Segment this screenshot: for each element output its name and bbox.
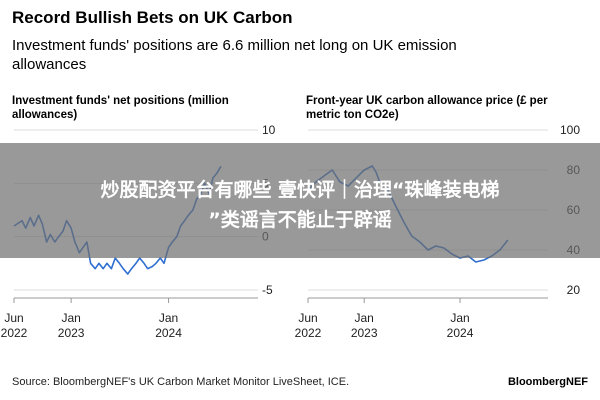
brand-logo: BloombergNEF [507, 376, 588, 388]
y-tick-label: 10 [262, 123, 276, 137]
x-tick-label: Jun 2022 [295, 311, 322, 340]
x-tick-label: Jan 2023 [351, 311, 378, 340]
chart-subtitle: Investment funds' positions are 6.6 mill… [12, 37, 457, 73]
source-note: Source: BloombergNEF's UK Carbon Market … [12, 376, 350, 388]
chart-title: Record Bullish Bets on UK Carbon [12, 8, 293, 27]
watermark-text-line-2: ”类谣言不能止于辟谣 [208, 209, 392, 231]
y-tick-label: 20 [567, 283, 581, 297]
watermark-banner: 炒股配资平台有哪些 壹快评｜治理“珠峰装电梯 ”类谣言不能止于辟谣 [0, 143, 600, 258]
x-tick-label: Jan 2023 [58, 311, 85, 340]
left-panel-title: Investment funds' net positions (million… [12, 95, 229, 121]
x-tick-label: Jun 2022 [1, 311, 28, 340]
y-tick-label: 100 [560, 123, 580, 137]
x-tick-label: Jan 2024 [155, 311, 182, 340]
x-tick-label: Jan 2024 [447, 311, 474, 340]
y-tick-label: -5 [262, 283, 273, 297]
right-panel-title: Front-year UK carbon allowance price (£ … [306, 95, 548, 121]
watermark-text-line-1: 炒股配资平台有哪些 壹快评｜治理“珠峰装电梯 [100, 179, 500, 201]
